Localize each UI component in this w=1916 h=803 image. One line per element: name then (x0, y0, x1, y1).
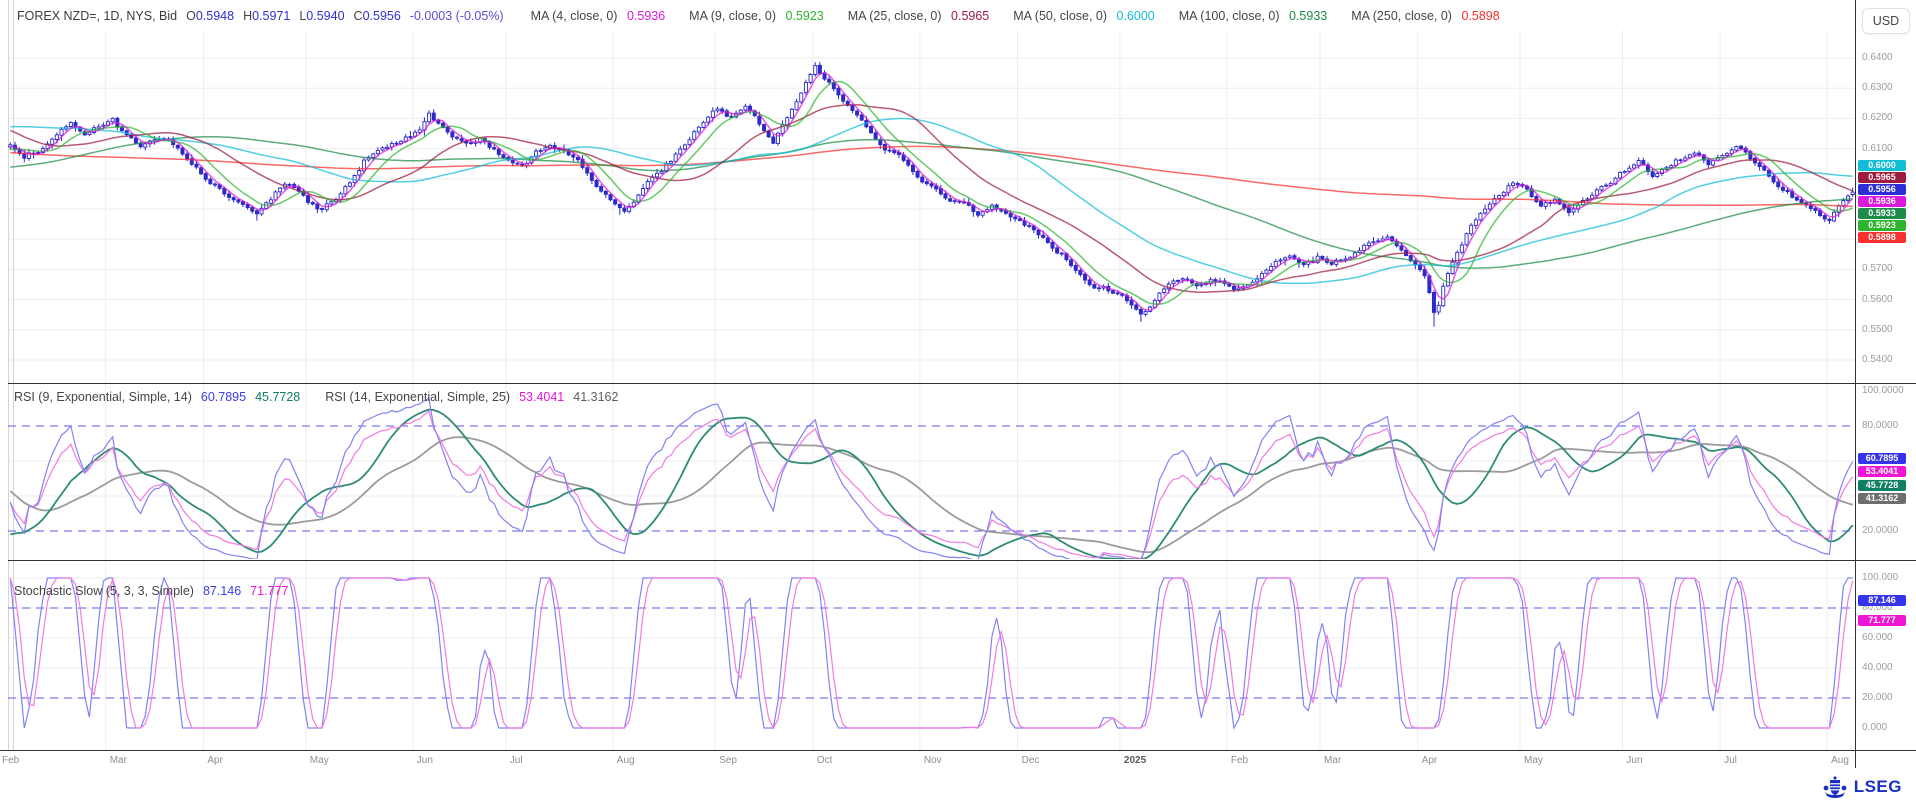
main-legend: FOREX NZD=, 1D, NYS, Bid O0.5948 H0.5971 L… (17, 9, 1500, 23)
rsi-legend[interactable]: RSI (9, Exponential, Simple, 14) 60.7895… (14, 390, 618, 404)
month-label-Apr-14: Apr (1421, 755, 1438, 766)
ma-legend-item-25[interactable]: MA (25, close, 0) 0.5965 (847, 9, 990, 23)
rsi-legend-label-2: RSI (14, Exponential, Simple, 25) (325, 390, 511, 404)
lseg-logo: LSEG (1822, 775, 1902, 799)
ohlc-values: O0.5948 H0.5971 L0.5940 C0.5956 (186, 9, 401, 23)
ma-legend: MA (4, close, 0) 0.5936 MA (9, close, 0) … (513, 9, 1500, 23)
price-badge-0.6000: 0.6000 (1858, 159, 1906, 171)
stoch-tick-60.000: 60.000 (1862, 632, 1893, 643)
stochastic-d-value: 71.777 (250, 584, 289, 598)
price-badge-0.5933: 0.5933 (1858, 207, 1906, 219)
month-label-Mar-13: Mar (1324, 755, 1342, 766)
month-label-Jun-4: Jun (416, 755, 433, 766)
ma-legend-item-9[interactable]: MA (9, close, 0) 0.5923 (689, 9, 824, 23)
rsi-tick-20.0000: 20.0000 (1862, 525, 1899, 536)
month-label-Nov-9: Nov (923, 755, 942, 766)
stoch-tick-20.000: 20.000 (1862, 692, 1893, 703)
ma-legend-item-4[interactable]: MA (4, close, 0) 0.5936 (530, 9, 666, 23)
month-label-Feb-12: Feb (1230, 755, 1249, 766)
main-price-pane[interactable] (8, 30, 1855, 383)
ohlc-c: C0.5956 (353, 9, 401, 23)
price-tick-0.6400: 0.6400 (1862, 52, 1893, 63)
lseg-crest-icon (1823, 776, 1847, 798)
rsi-badge-41.3162: 41.3162 (1858, 493, 1906, 504)
rsi-tick-100.0000: 100.0000 (1862, 385, 1904, 396)
rsi-badge-53.4041: 53.4041 (1858, 466, 1906, 477)
rsi-pane[interactable] (8, 384, 1855, 560)
month-label-May-3: May (309, 755, 329, 766)
month-label-Aug-18: Aug (1831, 755, 1849, 766)
month-label-Dec-10: Dec (1021, 755, 1040, 766)
rsi14-signal-value: 41.3162 (573, 390, 619, 404)
stoch-tick-0.000: 0.000 (1862, 722, 1888, 733)
stochastic-legend[interactable]: Stochastic Slow (5, 3, 3, Simple) 87.146… (14, 584, 288, 598)
price-badge-0.5965: 0.5965 (1858, 171, 1906, 183)
stoch-badge-71.777: 71.777 (1858, 615, 1906, 626)
chart-series-title[interactable]: FOREX NZD=, 1D, NYS, Bid (17, 9, 178, 23)
ohlc-o: O0.5948 (186, 9, 235, 23)
stoch-tick-80.000: 80.000 (1862, 602, 1893, 613)
price-badge-0.5936: 0.5936 (1858, 195, 1906, 207)
stoch-tick-100.000: 100.000 (1862, 572, 1899, 583)
rsi9-value: 60.7895 (200, 390, 247, 404)
rsi9-signal-value: 45.7728 (255, 390, 301, 404)
month-label-Apr-2: Apr (207, 755, 223, 766)
month-label-Jul-5: Jul (509, 755, 523, 766)
price-tick-0.5600: 0.5600 (1862, 293, 1893, 305)
change-value: -0.0003 (-0.05%) (409, 9, 504, 23)
month-label-Aug-6: Aug (616, 755, 635, 766)
currency-toggle-button[interactable]: USD (1862, 8, 1910, 34)
month-label-May-15: May (1524, 755, 1543, 766)
month-label-2025-11: 2025 (1123, 755, 1147, 766)
price-badge-0.5923: 0.5923 (1858, 219, 1906, 231)
month-label-Jul-17: Jul (1724, 755, 1737, 766)
price-tick-0.5700: 0.5700 (1862, 263, 1893, 275)
rsi-badge-45.7728: 45.7728 (1858, 479, 1906, 491)
price-badge-0.5898: 0.5898 (1858, 231, 1906, 243)
stochastic-k-value: 87.146 (202, 584, 242, 598)
ma-legend-item-100[interactable]: MA (100, close, 0) 0.5933 (1178, 9, 1328, 23)
month-label-Feb-0: Feb (2, 755, 20, 766)
stochastic-legend-label: Stochastic Slow (5, 3, 3, Simple) (14, 584, 194, 598)
rsi-badge-60.7895: 60.7895 (1858, 452, 1906, 464)
price-tick-0.5500: 0.5500 (1862, 323, 1893, 335)
price-tick-0.6100: 0.6100 (1862, 142, 1893, 154)
ohlc-l: L0.5940 (299, 9, 345, 23)
price-tick-0.6300: 0.6300 (1862, 82, 1893, 94)
price-tick-0.5400: 0.5400 (1862, 354, 1893, 365)
month-label-Sep-7: Sep (719, 755, 737, 766)
price-tick-0.6200: 0.6200 (1862, 112, 1893, 124)
ma-legend-item-50[interactable]: MA (50, close, 0) 0.6000 (1013, 9, 1155, 23)
lseg-logo-text: LSEG (1853, 777, 1902, 796)
month-label-Jun-16: Jun (1626, 755, 1643, 766)
stoch-tick-40.000: 40.000 (1862, 662, 1893, 673)
ohlc-h: H0.5971 (243, 9, 291, 23)
rsi-tick-80.0000: 80.0000 (1862, 420, 1899, 431)
month-label-Mar-1: Mar (109, 755, 127, 766)
month-label-Oct-8: Oct (816, 755, 833, 766)
rsi14-value: 53.4041 (519, 390, 565, 404)
rsi-legend-label-1: RSI (9, Exponential, Simple, 14) (14, 390, 192, 404)
price-badge-0.5956: 0.5956 (1858, 183, 1906, 195)
stoch-badge-87.146: 87.146 (1858, 595, 1906, 606)
ma-legend-item-250[interactable]: MA (250, close, 0) 0.5898 (1351, 9, 1500, 23)
